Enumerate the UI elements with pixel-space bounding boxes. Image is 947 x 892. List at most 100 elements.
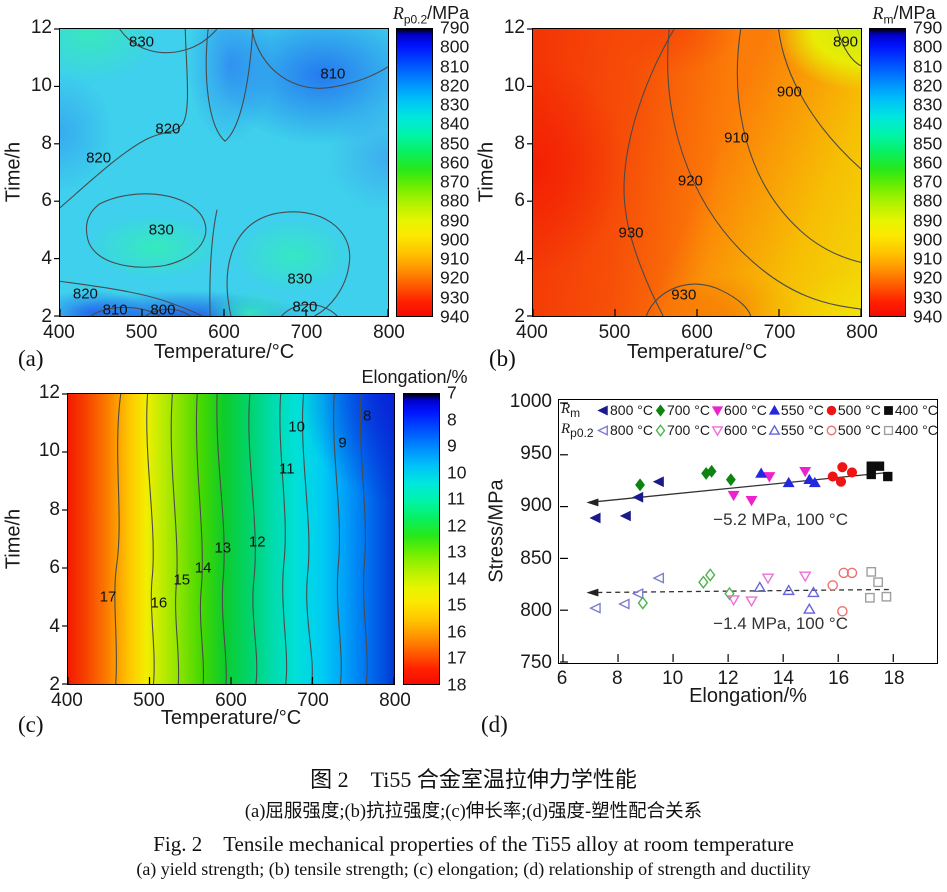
x-tick-label: 600 — [215, 690, 247, 711]
contour-label: 13 — [214, 539, 232, 557]
series-rp0-2-550-c — [753, 581, 820, 614]
marker-diamond — [724, 586, 735, 601]
marker-square — [881, 591, 892, 602]
legend-item-label: 500 °C — [837, 422, 881, 438]
contour-label: 820 — [155, 120, 181, 138]
marker-square — [866, 461, 876, 471]
contour-label: 830 — [128, 33, 155, 51]
legend-row-label: Rm — [561, 401, 581, 420]
colorbar-tick-label: 9 — [447, 435, 457, 456]
contour-lines — [54, 28, 389, 317]
y-tick-label: 10 — [38, 440, 60, 462]
colorbar-tick-label: 840 — [440, 113, 470, 134]
marker-circle — [837, 605, 848, 617]
marker-tri-down — [763, 472, 776, 483]
series-rp0-2-600-c — [727, 571, 812, 608]
y-tick-label: 12 — [38, 382, 60, 403]
legend-marker-tri-left — [597, 424, 608, 436]
marker-diamond — [705, 568, 716, 582]
trend-line-dashed — [588, 588, 891, 594]
colorbar-tick-label: 940 — [913, 306, 943, 327]
x-tick-label: 500 — [125, 322, 158, 343]
legend-item-label: 800 °C — [610, 402, 653, 418]
legend-item-label: 800 °C — [610, 422, 653, 438]
legend-item-label: 600 °C — [723, 402, 767, 418]
contour-label: 9 — [338, 434, 347, 452]
y-tick-label: 750 — [520, 652, 552, 673]
x-tick-label: 14 — [772, 668, 794, 689]
marker-tri-up — [768, 424, 781, 435]
contour-label: 830 — [287, 270, 313, 288]
colorbar-title-elongation: Elongation/% — [361, 367, 468, 387]
contour-label: 16 — [150, 594, 168, 612]
contour-label: 820 — [86, 149, 112, 167]
y-axis-title-a: Time/h — [2, 141, 25, 203]
legend-item: 600 °C — [711, 422, 767, 438]
contour-plot-elongation — [62, 393, 395, 685]
colorbar-tick-label: 920 — [913, 267, 943, 288]
colorbar-tick-label: 870 — [440, 171, 470, 192]
marker-square — [883, 471, 893, 482]
marker-tri-up — [755, 467, 768, 478]
colorbar-tick-label: 13 — [447, 541, 467, 562]
marker-tri-left — [652, 476, 664, 488]
marker-circle — [846, 467, 858, 478]
colorbar-tick-label: 850 — [440, 133, 470, 154]
legend-marker-tri-down — [711, 425, 724, 436]
colorbar-tick-label: 810 — [913, 56, 943, 77]
y-tick-label: 950 — [520, 443, 552, 465]
x-tick-label: 800 — [379, 690, 411, 711]
x-tick-label: 6 — [556, 668, 568, 689]
marker-circle — [846, 567, 858, 579]
series-rp0-2-800-c — [589, 572, 665, 614]
x-tick-label: 500 — [133, 690, 165, 711]
y-tick-label: 4 — [41, 248, 52, 270]
colorbar-tick-label: 12 — [447, 515, 467, 536]
x-tick-label: 600 — [208, 322, 240, 343]
trend-line-solid — [588, 471, 890, 504]
x-tick-label: 700 — [297, 690, 329, 711]
panel-letter-c: (c) — [18, 712, 44, 737]
contour-plot-tensile-strength — [527, 28, 862, 317]
y-tick-label: 8 — [514, 132, 525, 154]
colorbar-tick-label: 790 — [440, 17, 470, 38]
x-tick-label: 400 — [516, 322, 548, 343]
y-tick-label: 2 — [514, 306, 525, 327]
legend-item: 700 °C — [654, 422, 710, 438]
marker-tri-down — [798, 571, 812, 583]
colorbar-tick-label: 10 — [447, 462, 467, 483]
legend-marker-tri-left — [597, 404, 608, 416]
y-tick-label: 12 — [503, 17, 525, 38]
colorbar-elongation — [403, 393, 440, 685]
colorbar-tick-label: 810 — [440, 56, 470, 77]
colorbar-tick-label: 800 — [440, 36, 470, 57]
marker-circle — [826, 425, 837, 435]
contour-plot-yield-strength — [54, 28, 389, 317]
legend-item-label: 700 °C — [666, 402, 710, 418]
x-axis-title-c: Temperature/°C — [160, 707, 302, 729]
series-rp0-2-700-c — [637, 568, 735, 610]
marker-diamond — [635, 478, 645, 492]
colorbar-title-tensile: Rm/MPa — [872, 3, 936, 27]
y-tick-label: 900 — [520, 495, 552, 517]
x-tick-label: 700 — [763, 322, 796, 343]
legend-row-label: Rp0.2 — [561, 421, 594, 440]
marker-tri-down — [711, 425, 724, 436]
contour-label: 900 — [776, 83, 802, 101]
caption-zh-subtitle: (a)屈服强度;(b)抗拉强度;(c)伸长率;(d)强度-塑性配合关系 — [244, 802, 703, 822]
caption-zh-title: 图 2 Ti55 合金室温拉伸力学性能 — [310, 767, 637, 792]
colorbar-tick-label: 910 — [440, 248, 470, 269]
x-axis-title-b: Temperature/°C — [626, 341, 768, 363]
legend-item: 500 °C — [825, 422, 881, 438]
x-tick-label: 8 — [612, 668, 623, 689]
colorbar-tick-label: 830 — [913, 94, 943, 115]
legend-item: 500 °C — [825, 402, 881, 418]
marker-circle — [837, 462, 848, 473]
marker-tri-up — [782, 476, 795, 488]
x-tick-label: 16 — [828, 668, 850, 689]
y-tick-label: 6 — [41, 190, 52, 212]
x-tick-label: 12 — [717, 668, 739, 689]
marker-diamond — [725, 473, 736, 487]
marker-circle — [826, 405, 837, 415]
